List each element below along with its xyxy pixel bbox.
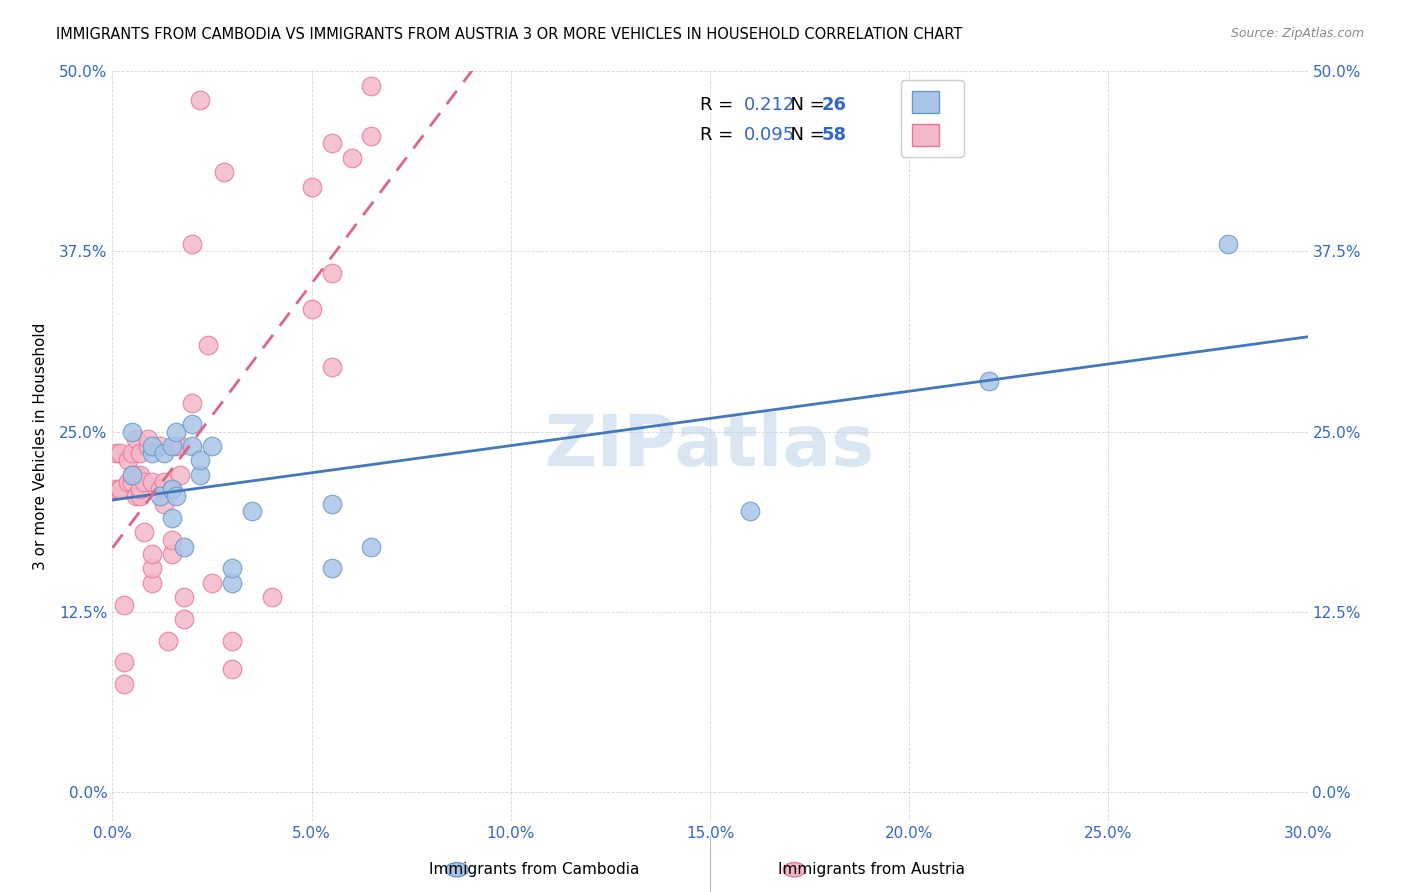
Text: 26: 26 [821, 96, 846, 114]
Point [162, 533, 183, 547]
Point [141, 439, 163, 453]
Point [321, 359, 343, 374]
Point [117, 475, 139, 489]
Point [162, 482, 183, 496]
Point [221, 575, 243, 590]
Point [169, 467, 191, 482]
Point [153, 497, 176, 511]
Point [153, 446, 176, 460]
Point [321, 136, 343, 151]
Point [340, 151, 363, 165]
Point [977, 374, 1000, 388]
Point [240, 504, 263, 518]
Point [121, 475, 143, 489]
Point [134, 525, 156, 540]
Point [134, 475, 156, 489]
Point [117, 453, 139, 467]
Point [738, 504, 761, 518]
Point [260, 591, 283, 605]
Point [181, 396, 204, 410]
Point [125, 490, 148, 504]
Text: Immigrants from Austria: Immigrants from Austria [778, 863, 966, 877]
Point [110, 482, 132, 496]
Point [157, 633, 180, 648]
Point [173, 612, 195, 626]
Point [201, 575, 224, 590]
Point [162, 482, 183, 496]
Point [110, 446, 132, 460]
Point [141, 475, 163, 489]
Point [165, 490, 187, 504]
Point [212, 165, 235, 179]
Text: ZIPatlas: ZIPatlas [546, 411, 875, 481]
Point [221, 561, 243, 575]
Point [110, 482, 132, 496]
Point [188, 453, 211, 467]
Point [162, 439, 183, 453]
Point [301, 302, 323, 317]
Point [149, 439, 172, 453]
Point [129, 490, 152, 504]
Point [165, 439, 187, 453]
Point [321, 266, 343, 280]
Point [121, 467, 143, 482]
Point [360, 129, 382, 144]
Text: Source: ZipAtlas.com: Source: ZipAtlas.com [1230, 27, 1364, 40]
Point [181, 439, 204, 453]
Point [141, 446, 163, 460]
Point [162, 511, 183, 525]
Point [321, 497, 343, 511]
Point [141, 547, 163, 561]
Text: N =: N = [779, 126, 831, 144]
Point [105, 482, 128, 496]
Text: R =: R = [700, 126, 740, 144]
Text: 0.095: 0.095 [744, 126, 794, 144]
Point [121, 467, 143, 482]
Point [121, 425, 143, 439]
Point [129, 482, 152, 496]
Point [301, 179, 323, 194]
Point [114, 598, 135, 612]
Text: 0.212: 0.212 [744, 96, 794, 114]
Y-axis label: 3 or more Vehicles in Household: 3 or more Vehicles in Household [32, 322, 48, 570]
Point [125, 467, 148, 482]
Text: IMMIGRANTS FROM CAMBODIA VS IMMIGRANTS FROM AUSTRIA 3 OR MORE VEHICLES IN HOUSEH: IMMIGRANTS FROM CAMBODIA VS IMMIGRANTS F… [56, 27, 963, 42]
Point [201, 439, 224, 453]
Point [165, 425, 187, 439]
Point [188, 93, 211, 107]
Point [181, 417, 204, 432]
Point [321, 561, 343, 575]
Legend: , : , [901, 80, 965, 157]
Point [153, 475, 176, 489]
Point [129, 467, 152, 482]
Point [129, 446, 152, 460]
Point [114, 677, 135, 691]
Text: N =: N = [779, 96, 831, 114]
Text: 58: 58 [821, 126, 846, 144]
Point [360, 78, 382, 93]
Point [162, 547, 183, 561]
Point [149, 482, 172, 496]
Point [125, 432, 148, 446]
Point [173, 540, 195, 554]
Point [169, 439, 191, 453]
Point [114, 655, 135, 669]
Point [188, 467, 211, 482]
Text: R =: R = [700, 96, 740, 114]
Point [141, 575, 163, 590]
Point [360, 540, 382, 554]
Point [121, 446, 143, 460]
Point [149, 490, 172, 504]
Point [221, 633, 243, 648]
Point [141, 561, 163, 575]
Point [1216, 237, 1239, 252]
Point [173, 591, 195, 605]
Point [221, 662, 243, 676]
Point [138, 439, 160, 453]
Point [181, 237, 204, 252]
Point [197, 338, 219, 352]
Text: Immigrants from Cambodia: Immigrants from Cambodia [429, 863, 640, 877]
Point [138, 432, 160, 446]
Point [105, 446, 128, 460]
